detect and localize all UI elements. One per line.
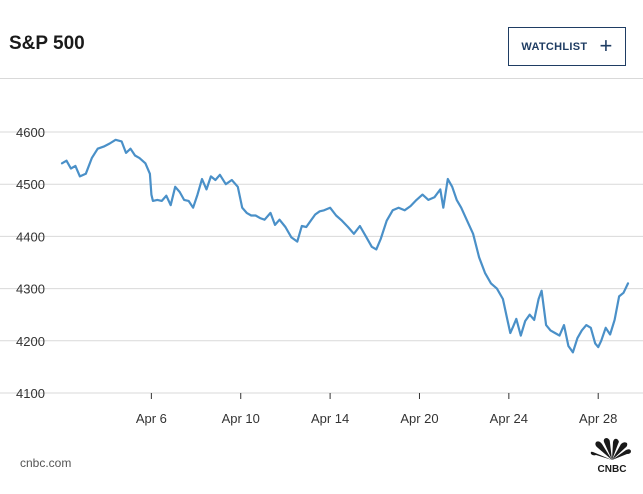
x-tick-label: Apr 24 (490, 411, 528, 426)
cnbc-logo-text: CNBC (598, 464, 627, 474)
series-line (60, 138, 630, 354)
plus-icon: + (599, 32, 613, 58)
y-tick-label: 4500 (16, 177, 45, 192)
y-tick-label: 4400 (16, 229, 45, 244)
y-axis-ticks: 4100 4200 4300 4400 4500 4600 (16, 125, 45, 401)
watchlist-button[interactable]: WATCHLIST + (508, 27, 626, 66)
y-tick-label: 4600 (16, 125, 45, 140)
y-tick-label: 4300 (16, 282, 45, 297)
watchlist-label: WATCHLIST (521, 40, 588, 53)
x-tick-label: Apr 28 (579, 411, 617, 426)
x-tick-label: Apr 6 (136, 411, 167, 426)
cnbc-peacock-icon: CNBC (590, 438, 631, 474)
page-title: S&P 500 (9, 33, 85, 54)
source-label: cnbc.com (20, 456, 72, 470)
header-divider (0, 78, 643, 79)
x-axis-ticks: Apr 6 Apr 10 Apr 14 Apr 20 Apr 24 Apr 28 (136, 393, 617, 426)
grid-lines (0, 131, 643, 394)
x-tick-label: Apr 14 (311, 411, 349, 426)
y-tick-label: 4200 (16, 334, 45, 349)
y-tick-label: 4100 (16, 386, 45, 401)
x-tick-label: Apr 20 (400, 411, 438, 426)
x-tick-label: Apr 10 (222, 411, 260, 426)
